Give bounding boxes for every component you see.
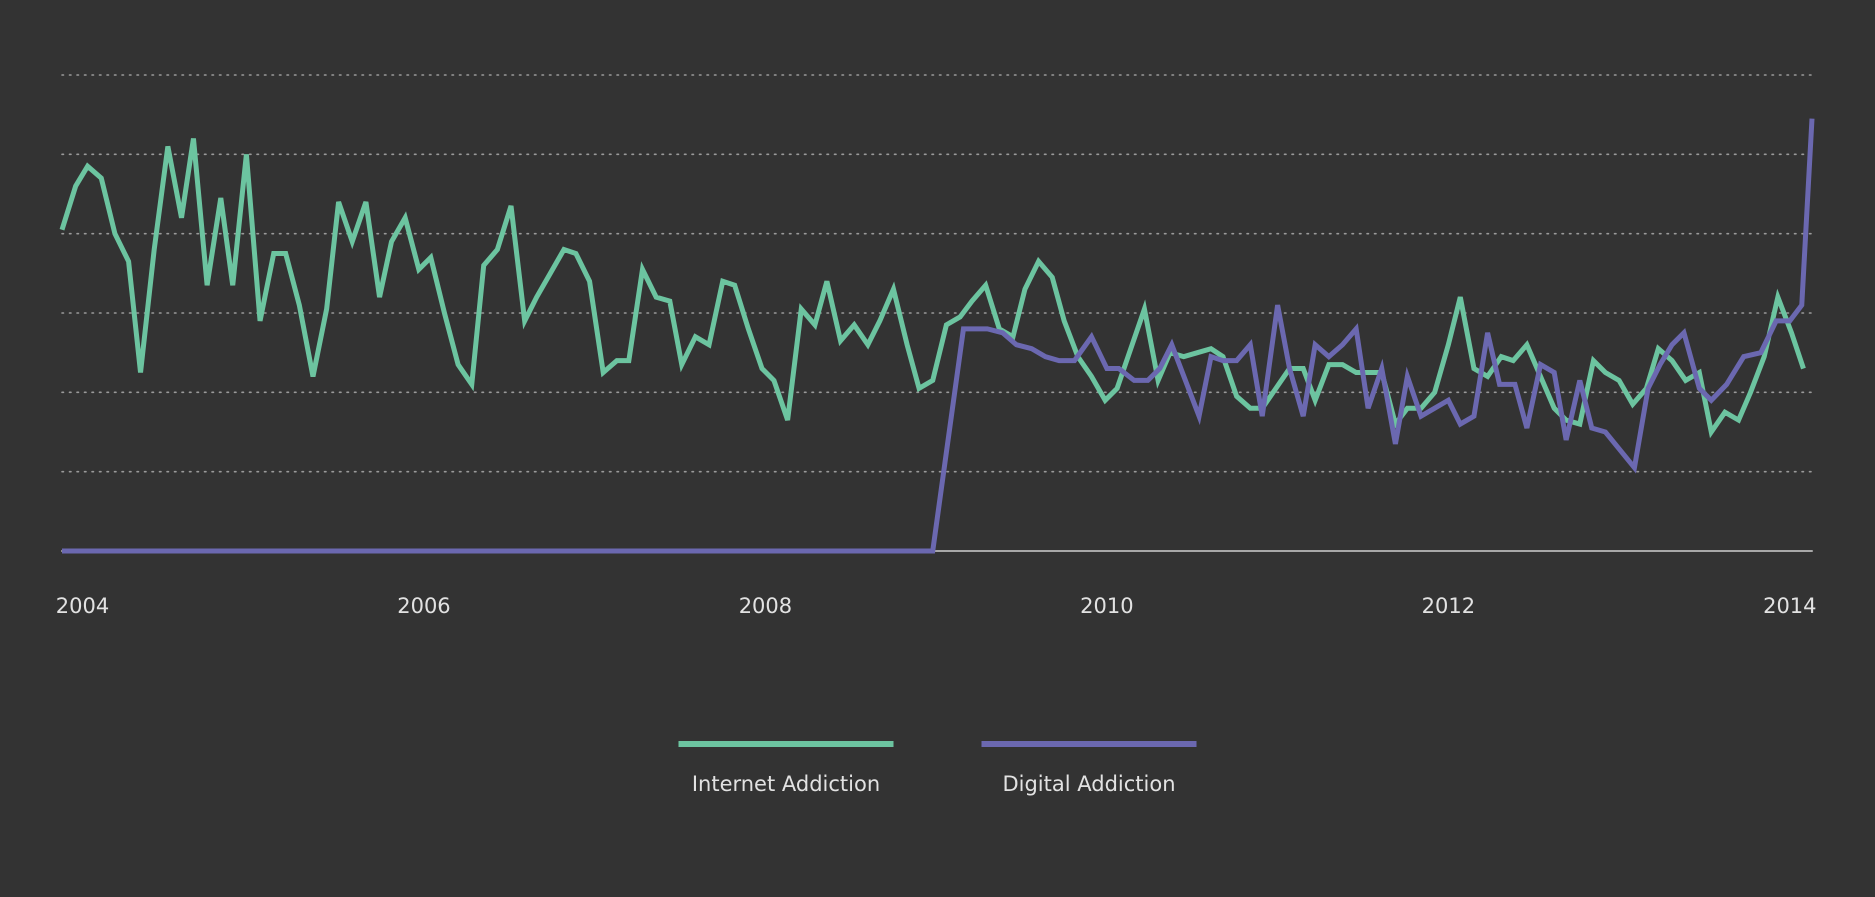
x-tick-label: 2010 — [1080, 594, 1133, 618]
series-line — [62, 118, 1815, 554]
series-line — [59, 138, 1806, 439]
legend-label: Internet Addiction — [692, 772, 880, 796]
x-tick-label: 2004 — [56, 594, 109, 618]
x-tick-label: 2014 — [1763, 594, 1816, 618]
x-tick-label: 2012 — [1422, 594, 1475, 618]
legend-label: Digital Addiction — [1002, 772, 1175, 796]
x-tick-label: 2006 — [397, 594, 450, 618]
x-tick-label: 2008 — [739, 594, 792, 618]
